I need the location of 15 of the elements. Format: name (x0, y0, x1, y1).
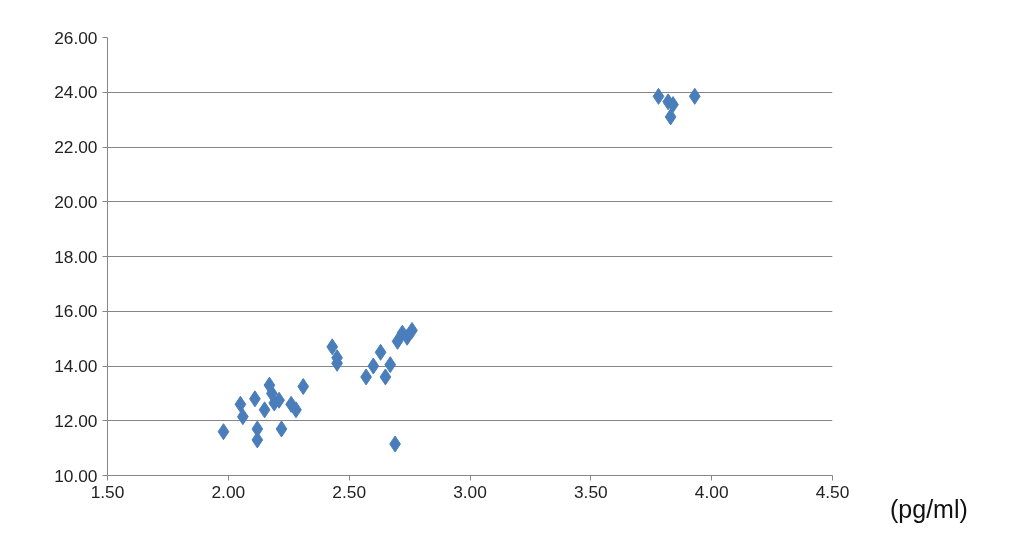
y-tick-label: 18.00 (54, 246, 98, 267)
y-tick-label: 14.00 (54, 356, 98, 376)
x-tick-label: 3.00 (453, 481, 487, 502)
y-tick-label: 12.00 (54, 410, 98, 431)
x-tick-label: 4.50 (815, 481, 850, 502)
x-tick-label: 2.00 (211, 481, 246, 502)
y-tick-label: 24.00 (54, 82, 98, 103)
y-tick-label: 20.00 (54, 191, 98, 212)
x-tick-label: 4.00 (694, 481, 729, 502)
y-tick-label: 22.00 (54, 137, 98, 157)
x-tick-label: 2.50 (332, 481, 367, 502)
x-tick-label: 3.50 (573, 481, 608, 502)
y-tick-label: 26.00 (54, 27, 98, 48)
y-tick-label: 16.00 (54, 301, 98, 322)
x-axis-title: (pg/ml) (890, 494, 968, 525)
